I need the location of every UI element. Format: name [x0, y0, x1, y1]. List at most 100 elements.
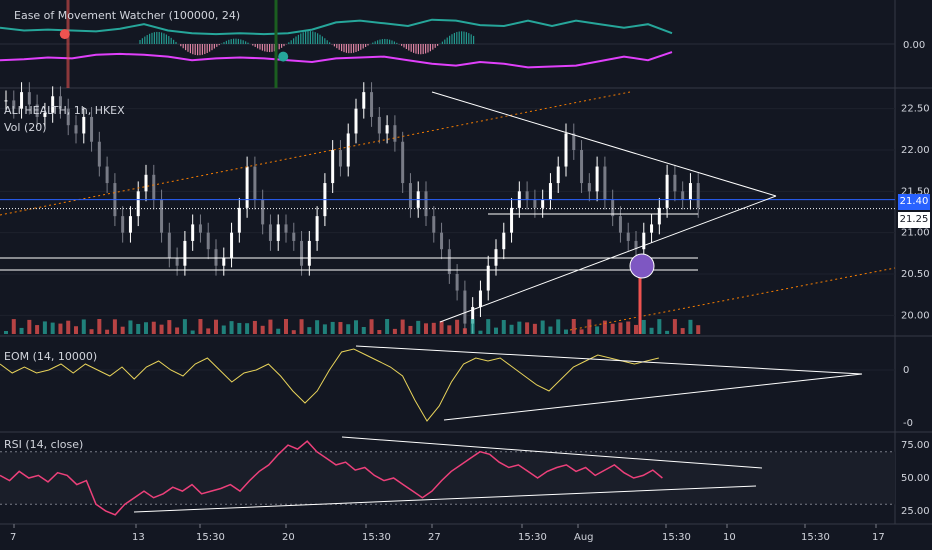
candle-body: [66, 108, 70, 126]
candle-body: [478, 290, 482, 308]
candle-body: [253, 166, 257, 200]
candle-body: [580, 150, 584, 184]
candle-body: [634, 240, 638, 250]
x-tick-label: Aug: [574, 532, 594, 543]
volume-bar: [424, 323, 428, 334]
volume-bar: [602, 320, 607, 334]
candle-body: [626, 232, 630, 241]
volume-bar: [610, 323, 615, 334]
candle-body: [377, 116, 381, 134]
volume-bar: [252, 320, 257, 334]
candle-body: [657, 207, 661, 225]
rsi-tick-label: 25.00: [901, 506, 930, 517]
candle-body: [502, 232, 506, 250]
rsi-trend-lower: [133, 485, 757, 513]
watcher-marker-green: [278, 51, 289, 62]
candle-body: [556, 166, 560, 184]
candle-body: [191, 224, 195, 241]
volume-bar: [190, 330, 195, 334]
rsi-band: [0, 451, 895, 505]
candle-body: [206, 232, 210, 250]
candle-body: [268, 224, 272, 241]
volume-bar: [361, 327, 366, 334]
candle-body: [424, 191, 428, 217]
candle-body: [595, 166, 599, 192]
candle-body: [541, 199, 545, 208]
volume-bar: [206, 328, 211, 334]
candle-body: [696, 183, 700, 208]
volume-bar: [672, 319, 677, 334]
price-tick-label: 21.50: [901, 186, 930, 197]
price-tick-label: 20.00: [901, 310, 930, 321]
candle-body: [346, 133, 350, 167]
volume-bar: [392, 328, 397, 334]
volume-bar: [330, 321, 335, 334]
vol-label: Vol (20): [4, 121, 47, 134]
volume-bar: [128, 320, 133, 334]
candle-body: [90, 116, 94, 142]
volume-bar: [299, 319, 304, 334]
candle-body: [611, 199, 615, 217]
volume-bar: [182, 319, 187, 334]
volume-bar: [641, 319, 646, 334]
candle-body: [486, 265, 490, 291]
candle-body: [144, 174, 148, 192]
candle-body: [572, 133, 576, 150]
volume-bar: [35, 325, 40, 334]
volume-bar: [571, 319, 576, 334]
guide-line-upper: [0, 91, 631, 216]
volume-bar: [58, 323, 63, 334]
candle-body: [175, 257, 179, 266]
volume-bar: [284, 319, 288, 334]
volume-bar: [540, 320, 545, 334]
x-tick-label: 17: [872, 532, 885, 543]
volume-bar: [291, 330, 296, 334]
volume-bar: [27, 319, 32, 334]
x-tick-label: 15:30: [801, 532, 830, 543]
candle-body: [548, 183, 552, 200]
x-tick-label: 13: [132, 532, 145, 543]
candle-body: [276, 224, 280, 241]
rsi-tick-label: 75.00: [901, 440, 930, 451]
volume-bar: [416, 320, 421, 334]
candle-body: [385, 125, 389, 134]
candle-body: [471, 307, 475, 324]
volume-bar: [665, 330, 670, 334]
x-tick-label: 15:30: [518, 532, 547, 543]
triangle-upper: [431, 91, 777, 197]
candle-body: [494, 249, 498, 266]
candle-body: [688, 183, 692, 200]
candle-body: [370, 92, 374, 117]
candle-body: [681, 191, 685, 200]
candle-body: [292, 232, 296, 241]
volume-bar: [120, 326, 125, 334]
price-tick-label: 20.50: [901, 269, 930, 280]
candle-body: [354, 108, 358, 134]
candle-body: [230, 232, 234, 258]
eom-title: EOM (14, 10000): [4, 350, 98, 363]
volume-bar: [74, 326, 78, 334]
volume-bar: [556, 319, 561, 334]
volume-bar: [525, 322, 530, 334]
x-tick-label: 20: [282, 532, 295, 543]
rsi-line: [0, 440, 663, 516]
volume-bar: [214, 319, 218, 334]
candle-body: [27, 92, 31, 105]
price-title: ALI HEALTH, 1h, HKEX: [4, 104, 125, 117]
volume-bar: [688, 319, 693, 334]
candle-body: [564, 133, 568, 167]
volume-bar: [696, 325, 701, 334]
volume-bar: [112, 319, 117, 334]
candle-body: [167, 232, 171, 258]
eom-trend-upper: [355, 345, 863, 375]
volume-bar: [377, 330, 382, 334]
volume-bar: [136, 323, 141, 334]
candle-body: [440, 232, 444, 250]
volume-bar: [634, 324, 638, 334]
volume-bar: [175, 327, 180, 334]
volume-bar: [408, 325, 413, 334]
volume-bar: [478, 330, 483, 334]
candle-body: [152, 174, 156, 200]
